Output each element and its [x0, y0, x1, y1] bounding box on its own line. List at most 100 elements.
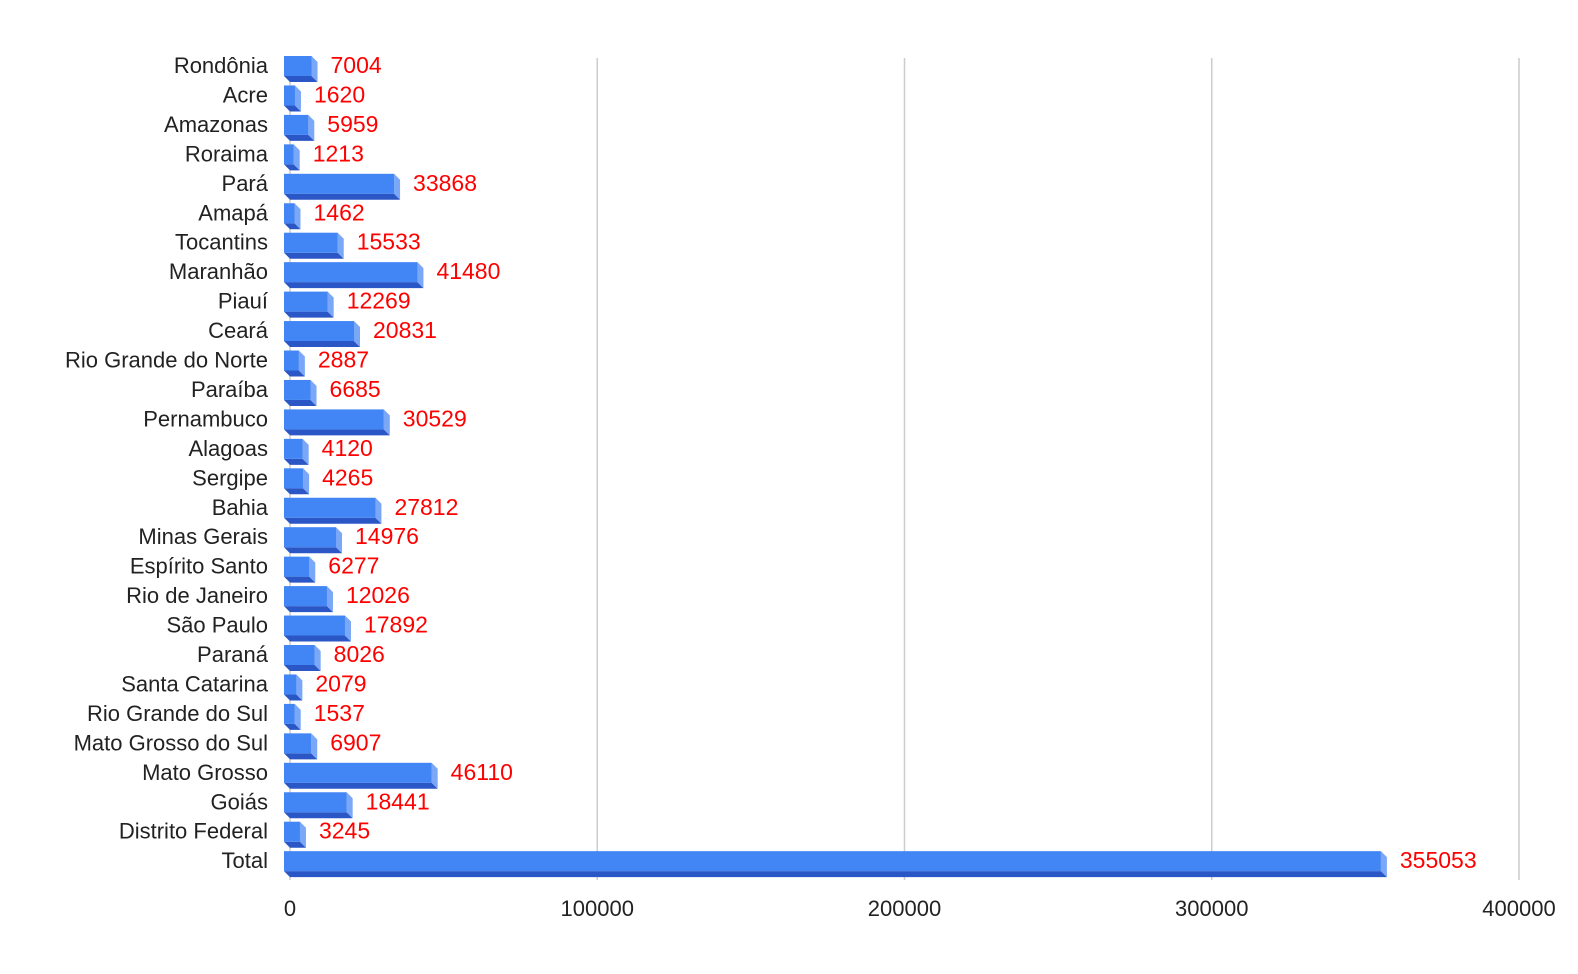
bar [284, 586, 333, 613]
data-label: 12269 [347, 288, 411, 314]
bar-front-face [284, 674, 297, 695]
data-label: 8026 [334, 641, 385, 667]
data-label: 6685 [330, 376, 381, 402]
category-label: Rio Grande do Sul [87, 701, 268, 726]
category-label: Roraima [185, 141, 269, 166]
category-label: Paraná [197, 642, 269, 667]
bar-front-face [284, 291, 328, 312]
bar [284, 703, 301, 730]
category-label: Sergipe [192, 465, 268, 490]
bar-side-face [1380, 851, 1387, 878]
bar-front-face [284, 173, 395, 194]
category-label: Paraíba [191, 377, 269, 402]
data-label: 14976 [355, 523, 419, 549]
data-label: 3245 [319, 818, 370, 844]
bar-side-face [310, 379, 317, 406]
bar-front-face [284, 438, 303, 459]
bar-side-face [294, 703, 301, 730]
bar [284, 733, 318, 760]
category-label: Distrito Federal [119, 819, 268, 844]
bar-front-face [284, 556, 310, 577]
bar-front-face [284, 114, 309, 135]
bar-side-face [417, 262, 424, 289]
bar-bottom-face [284, 782, 438, 789]
bar-front-face [284, 615, 345, 636]
bar-bottom-face [284, 223, 301, 230]
bar [284, 144, 300, 171]
x-tick-label: 0 [284, 896, 296, 921]
bar-bottom-face [284, 606, 333, 613]
bar-front-face [284, 321, 355, 342]
bar-side-face [394, 173, 401, 200]
data-label: 46110 [451, 759, 513, 785]
category-label: Amazonas [164, 112, 268, 137]
data-label: 7004 [331, 52, 382, 78]
category-label: Rio de Janeiro [126, 583, 268, 608]
bar-bottom-face [284, 399, 317, 406]
bar [284, 232, 344, 259]
data-label: 6907 [330, 729, 381, 755]
category-label: Mato Grosso [142, 760, 268, 785]
bar-side-face [354, 321, 361, 348]
bar-front-face [284, 527, 337, 548]
bar-front-face [284, 409, 384, 430]
bar-front-face [284, 586, 327, 607]
x-tick-label: 200000 [868, 896, 941, 921]
x-tick-label: 300000 [1175, 896, 1248, 921]
bar-side-face [336, 527, 343, 554]
data-label: 1620 [314, 81, 365, 107]
bar-side-face [326, 586, 333, 613]
bar-bottom-face [284, 76, 318, 82]
bar [284, 851, 1387, 878]
bar-front-face [284, 56, 312, 76]
bar-bottom-face [284, 665, 321, 671]
bar-bottom-face [284, 547, 343, 554]
bar-side-face [308, 114, 315, 141]
category-label: Pernambuco [143, 406, 268, 431]
category-label: Acre [223, 82, 268, 107]
bar-side-face [314, 645, 321, 671]
data-label: 2887 [318, 347, 369, 373]
bar [284, 527, 343, 554]
bar-front-face [284, 851, 1381, 872]
data-label: 5959 [327, 111, 378, 137]
bar-bottom-face [284, 341, 361, 348]
category-label: Rio Grande do Norte [65, 348, 268, 373]
data-label: 41480 [436, 258, 500, 284]
bar [284, 203, 301, 230]
bar-bottom-face [284, 753, 318, 760]
data-label: 1537 [314, 700, 365, 726]
data-label: 30529 [403, 405, 467, 431]
bar [284, 291, 334, 318]
data-label: 2079 [315, 670, 366, 696]
bar-bottom-face [284, 282, 424, 289]
bar-front-face [284, 703, 295, 724]
bar [284, 321, 361, 348]
data-label: 1213 [313, 140, 364, 166]
bar-front-face [284, 262, 418, 283]
x-tick-label: 400000 [1482, 896, 1555, 921]
bar-front-face [284, 762, 432, 783]
bar [284, 645, 321, 671]
bar-side-face [311, 56, 318, 82]
bar-front-face [284, 792, 347, 813]
category-label: Pará [222, 171, 269, 196]
bar-bottom-face [284, 871, 1387, 878]
data-label: 6277 [328, 553, 379, 579]
bar [284, 438, 309, 465]
x-tick-label: 100000 [561, 896, 634, 921]
bar-bottom-face [284, 429, 390, 436]
bar-front-face [284, 232, 338, 253]
bar-side-face [311, 733, 318, 760]
bar [284, 762, 438, 789]
bar-side-face [299, 821, 306, 848]
bar-bottom-face [284, 134, 315, 141]
data-label: 1462 [313, 199, 364, 225]
bar-bottom-face [284, 105, 301, 112]
bar-side-face [383, 409, 390, 436]
bar-bottom-face [284, 723, 301, 730]
category-label: Bahia [212, 495, 269, 520]
category-label: Maranhão [169, 259, 268, 284]
bar [284, 792, 353, 819]
